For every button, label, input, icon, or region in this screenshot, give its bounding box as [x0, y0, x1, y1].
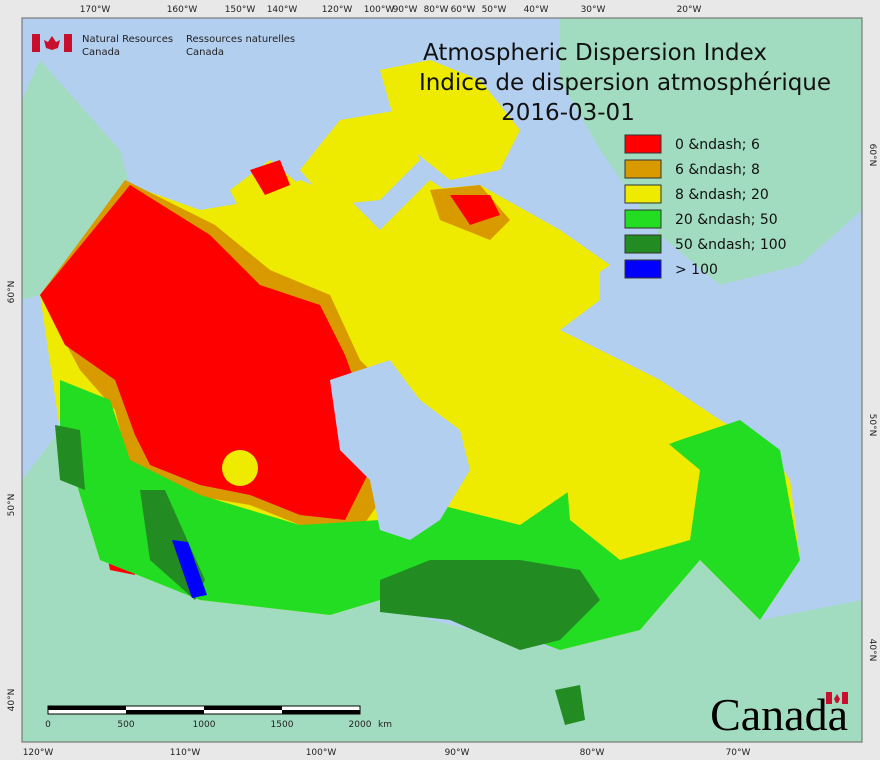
scale-label: 0	[45, 720, 51, 730]
hudson-bay	[330, 360, 470, 540]
graticule-label: 170°W	[80, 5, 111, 15]
blue-zone	[172, 540, 207, 598]
flag-bar	[826, 692, 832, 704]
agency-en: Canada	[82, 47, 120, 58]
graticule-label: 120°W	[23, 748, 54, 758]
legend-swatch	[624, 184, 662, 204]
graticule-label: 110°W	[170, 748, 201, 758]
scale-segment	[204, 706, 282, 710]
red-zone	[40, 185, 370, 520]
graticule-label: 40°W	[524, 5, 549, 15]
graticule-label: 80°W	[580, 748, 605, 758]
agency-en: Natural Resources	[82, 34, 173, 45]
flag-bar	[64, 34, 72, 52]
maple-leaf	[834, 694, 840, 703]
scale-segment	[48, 706, 126, 710]
agency-fr: Canada	[186, 47, 224, 58]
graticule-label: 120°W	[322, 5, 353, 15]
dark-green-zone	[555, 685, 585, 725]
dark-green-zone	[380, 560, 600, 650]
graticule-label: 50°W	[482, 5, 507, 15]
title-fr: Indice de dispersion atmosphérique	[419, 70, 831, 96]
graticule-label: 40°N	[867, 639, 877, 662]
arctic-island	[300, 110, 420, 205]
graticule-label: 60°N	[867, 144, 877, 167]
legend-swatch	[624, 209, 662, 229]
alaska	[22, 60, 130, 300]
agency-fr: Ressources naturelles	[186, 34, 295, 45]
nrcan-logo	[32, 34, 72, 52]
maple-leaf	[44, 36, 60, 50]
wordmark-flag	[826, 692, 848, 704]
legend-swatch	[624, 159, 662, 179]
scale-segment	[282, 710, 360, 714]
graticule-label: 100°W	[364, 5, 395, 15]
greenland	[560, 18, 862, 285]
graticule-label: 100°W	[306, 748, 337, 758]
flag-bar	[842, 692, 848, 704]
legend-label: 6 &ndash; 8	[675, 162, 760, 178]
scale-unit: km	[378, 720, 392, 730]
graticule-label: 30°W	[581, 5, 606, 15]
legend-label: 8 &ndash; 20	[675, 187, 769, 203]
scale-label: 1500	[271, 720, 294, 730]
flag-bar	[32, 34, 40, 52]
graticule-label: 20°W	[677, 5, 702, 15]
scale-label: 500	[117, 720, 134, 730]
yellow-zone	[440, 380, 600, 525]
date: 2016-03-01	[501, 100, 635, 126]
legend-swatch	[624, 134, 662, 154]
graticule-label: 90°W	[445, 748, 470, 758]
dark-green-zone	[55, 425, 85, 490]
graticule-label: 40°N	[7, 689, 17, 712]
red-zone	[250, 160, 290, 195]
wordmark: Canada	[710, 689, 848, 740]
legend-swatch	[624, 234, 662, 254]
arctic-island	[380, 60, 520, 180]
legend-label: 20 &ndash; 50	[675, 212, 778, 228]
legend-label: 0 &ndash; 6	[675, 137, 760, 153]
yellow-zone	[222, 450, 258, 486]
legend-label: > 100	[675, 262, 718, 278]
graticule-label: 150°W	[225, 5, 256, 15]
scale-segment	[126, 710, 204, 714]
legend-label: 50 &ndash; 100	[675, 237, 787, 253]
yellow-zone	[560, 400, 700, 560]
red-zone	[450, 195, 500, 225]
graticule-label: 50°N	[867, 414, 877, 437]
graticule-label: 140°W	[267, 5, 298, 15]
map-border	[21, 17, 863, 743]
graticule-label: 160°W	[167, 5, 198, 15]
legend-swatch	[624, 259, 662, 279]
scale-label: 1000	[193, 720, 216, 730]
graticule-label: 90°W	[393, 5, 418, 15]
title-en: Atmospheric Dispersion Index	[423, 40, 767, 66]
united-states	[22, 430, 862, 742]
graticule-label: 80°W	[424, 5, 449, 15]
graticule-label: 70°W	[726, 748, 751, 758]
graticule-label: 60°W	[451, 5, 476, 15]
graticule-label: 60°N	[7, 281, 17, 304]
scale-bar	[47, 705, 361, 715]
map-area	[22, 18, 862, 742]
graticule-label: 50°N	[7, 494, 17, 517]
scale-label: 2000	[349, 720, 372, 730]
